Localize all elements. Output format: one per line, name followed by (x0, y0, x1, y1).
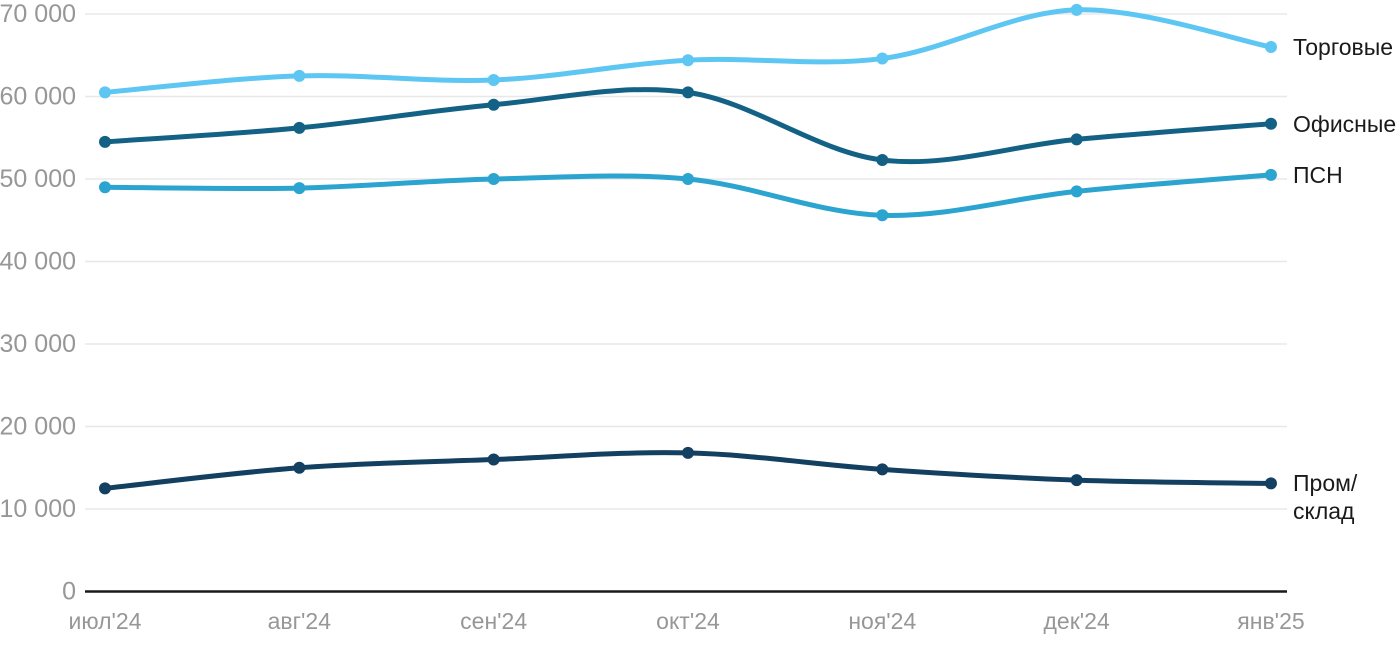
data-point-marker[interactable] (681, 173, 694, 185)
x-tick-label: сен'24 (460, 608, 527, 634)
data-point-marker[interactable] (1070, 185, 1083, 198)
data-point-marker[interactable] (293, 69, 306, 82)
data-point-marker[interactable] (681, 446, 694, 459)
y-tick-label: 60 000 (0, 83, 76, 111)
data-point-marker[interactable] (876, 209, 889, 222)
data-point-marker[interactable] (681, 54, 694, 67)
data-point-marker[interactable] (487, 453, 500, 466)
data-point-marker[interactable] (1264, 41, 1277, 53)
y-tick-label: 40 000 (0, 248, 76, 276)
data-point-marker[interactable] (1264, 477, 1277, 490)
data-point-marker[interactable] (1070, 3, 1083, 16)
data-point-marker[interactable] (1264, 117, 1277, 130)
data-point-marker[interactable] (99, 86, 111, 99)
legend-label-ofisnye: Офисные (1293, 110, 1397, 137)
data-point-marker[interactable] (1070, 133, 1083, 146)
data-point-marker[interactable] (293, 121, 306, 134)
y-tick-label: 50 000 (0, 165, 76, 193)
data-point-marker[interactable] (1070, 474, 1083, 487)
x-tick-label: ноя'24 (848, 608, 916, 634)
x-tick-label: янв'25 (1237, 608, 1304, 634)
data-point-marker[interactable] (487, 173, 500, 185)
data-point-marker[interactable] (876, 463, 889, 476)
data-point-marker[interactable] (293, 461, 306, 474)
series-line-1 (102, 87, 1274, 165)
legend-label-torgovye: Торговые (1293, 34, 1394, 60)
data-point-marker[interactable] (487, 74, 500, 86)
legend-label-psn: ПСН (1293, 161, 1343, 188)
x-tick-label: дек'24 (1044, 608, 1110, 634)
series-line-0 (102, 7, 1274, 95)
data-point-marker[interactable] (681, 86, 694, 99)
y-tick-label: 0 (62, 578, 76, 606)
x-tick-label: авг'24 (268, 608, 332, 634)
legend-label-prom-sklad: Пром/ склад (1293, 470, 1358, 525)
y-tick-label: 20 000 (0, 413, 76, 441)
y-tick-label: 10 000 (0, 495, 76, 523)
x-tick-label: окт'24 (656, 608, 720, 634)
data-point-marker[interactable] (876, 52, 889, 65)
y-tick-label: 30 000 (0, 330, 76, 358)
y-tick-label: 70 000 (0, 0, 76, 28)
data-point-marker[interactable] (99, 181, 111, 194)
data-point-marker[interactable] (876, 154, 889, 167)
data-point-marker[interactable] (487, 98, 500, 111)
data-point-marker[interactable] (293, 182, 306, 195)
x-tick-label: июл'24 (69, 608, 142, 634)
data-point-marker[interactable] (99, 135, 111, 148)
data-point-marker[interactable] (1264, 168, 1277, 181)
data-point-marker[interactable] (99, 482, 111, 495)
